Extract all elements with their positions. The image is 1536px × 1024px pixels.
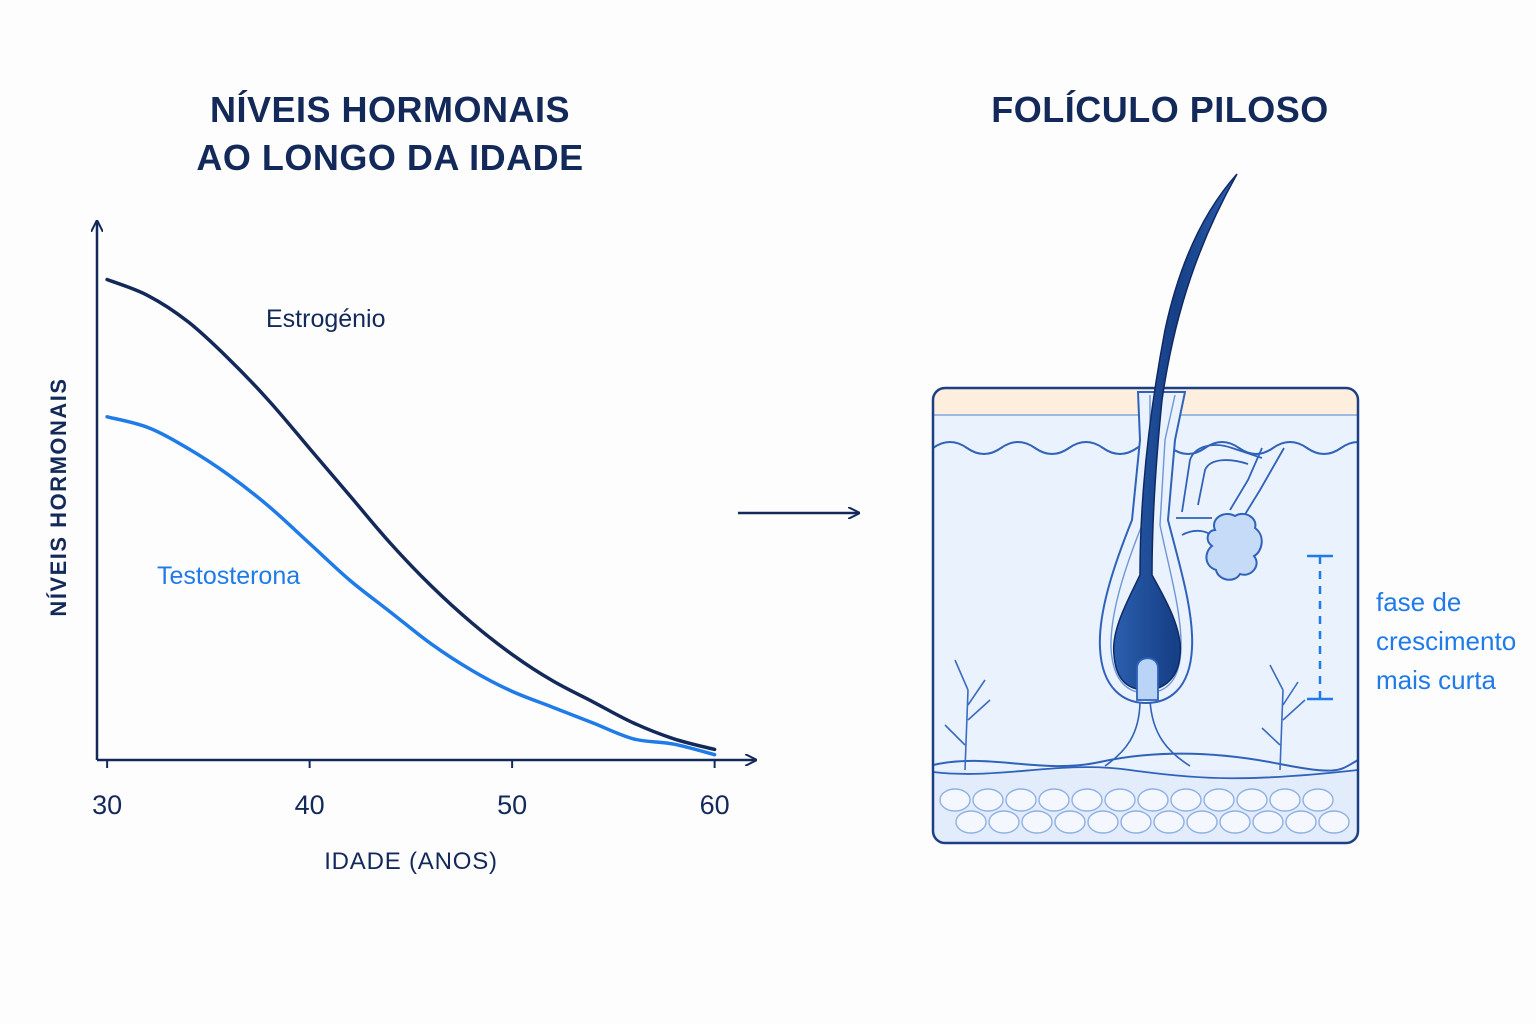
- fat-cell: [1252, 810, 1284, 834]
- arrector-duct: [1181, 444, 1263, 513]
- vessel-left: [944, 659, 991, 771]
- fat-cell: [1120, 810, 1152, 834]
- fat-cell: [972, 788, 1004, 812]
- chart-title-line-2: AO LONGO DA IDADE: [196, 137, 584, 178]
- follicle-title: FOLÍCULO PILOSO: [991, 89, 1329, 130]
- series-label-estrogen: Estrogénio: [266, 305, 386, 333]
- fat-cell: [1219, 810, 1251, 834]
- fat-cell: [1005, 788, 1037, 812]
- sebaceous-gland: [1205, 512, 1263, 581]
- fat-cell: [1236, 788, 1268, 812]
- hair-follicle-illustration: [931, 173, 1360, 845]
- x-tick-label: 60: [700, 790, 730, 820]
- fat-cell: [1104, 788, 1136, 812]
- fat-cell: [1170, 788, 1202, 812]
- x-ticks: 30 40 50 60: [92, 760, 730, 820]
- chart-title-line-1: NÍVEIS HORMONAIS: [209, 89, 571, 130]
- growth-phase-annotation: fase de crescimento mais curta: [1376, 587, 1523, 695]
- fat-cell: [1071, 788, 1103, 812]
- fat-cells: [939, 788, 1350, 834]
- fat-cell: [1318, 810, 1350, 834]
- y-axis-label: NÍVEIS HORMONAIS: [46, 377, 71, 616]
- fat-cell: [1021, 810, 1053, 834]
- fat-cell: [1203, 788, 1235, 812]
- x-axis-label: IDADE (ANOS): [324, 848, 498, 875]
- fat-cell: [988, 810, 1020, 834]
- x-tick-label: 50: [497, 790, 527, 820]
- fat-cell: [939, 788, 971, 812]
- fat-cell: [1087, 810, 1119, 834]
- fat-cell: [1302, 788, 1334, 812]
- fat-cell: [1186, 810, 1218, 834]
- chart-title: NÍVEIS HORMONAIS AO LONGO DA IDADE: [160, 86, 620, 182]
- growth-phase-bracket: [1307, 554, 1333, 701]
- fat-cell: [1153, 810, 1185, 834]
- dermal-papilla: [1136, 657, 1159, 701]
- hormone-chart: 30 40 50 60 NÍVEIS HORMONAIS IDADE (ANOS) E…: [46, 222, 755, 875]
- fat-cell: [1269, 788, 1301, 812]
- fat-cell: [955, 810, 987, 834]
- fat-cell: [1054, 810, 1086, 834]
- series-label-testosterone: Testosterona: [157, 562, 300, 590]
- vessel-right: [1261, 664, 1306, 771]
- series-lines: [105, 277, 717, 757]
- x-tick-label: 40: [295, 790, 325, 820]
- fat-cell: [1285, 810, 1317, 834]
- arrector-pili-muscle: [1229, 447, 1285, 517]
- skin-block-outline: [931, 386, 1360, 845]
- series-line-testosterone: [105, 415, 717, 757]
- fat-cell: [1038, 788, 1070, 812]
- x-tick-label: 30: [92, 790, 122, 820]
- series-line-estrogen: [105, 277, 717, 752]
- fat-cell: [1137, 788, 1169, 812]
